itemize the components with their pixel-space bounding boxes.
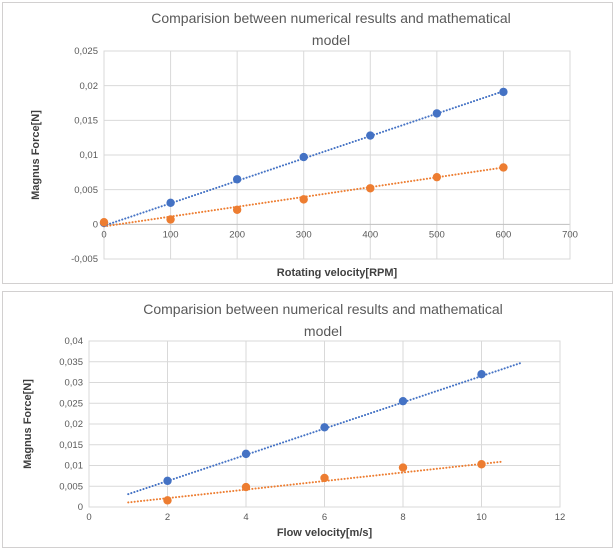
x-tick-label: 200 [229,229,245,240]
y-tick-label: 0,04 [65,336,84,347]
orange-series-data-point [241,482,251,492]
x-axis-title: Rotating velocity[RPM] [277,267,398,279]
orange-series-data-point [398,463,408,472]
rpm-chart-panel: Comparision between numerical results an… [2,2,613,284]
orange-series-data-point [477,460,486,469]
y-axis-title: Magnus Force[N] [30,110,42,200]
y-tick-label: 0,035 [59,357,83,368]
x-tick-label: 2 [165,512,170,523]
blue-series-data-point [366,131,375,140]
x-tick-label: 0 [101,229,106,240]
y-tick-label: 0,03 [65,378,84,389]
y-tick-label: -0,005 [71,254,98,265]
blue-series-data-point [477,370,486,379]
blue-series-data-point [499,87,508,97]
x-tick-label: 600 [495,229,511,240]
orange-series-trendline [127,460,503,504]
blue-series-data-point [320,423,329,432]
plot-border [103,50,571,260]
y-tick-label: 0,025 [59,398,83,409]
x-tick-label: 400 [362,229,378,240]
orange-series-data-point [232,205,242,214]
x-tick-label: 6 [322,512,327,523]
y-tick-label: 0,015 [74,116,98,127]
orange-series-data-point [163,496,172,505]
chart-title-line: Comparision between numerical results an… [143,301,503,317]
y-tick-label: 0,015 [59,440,83,451]
blue-series-trendline [127,361,522,496]
y-tick-label: 0 [93,220,98,231]
plot-border [88,340,561,508]
blue-series-data-point [299,152,308,162]
blue-series-data-point [241,449,251,459]
orange-series-data-point [432,172,442,182]
y-tick-label: 0,02 [80,81,99,92]
x-tick-label: 8 [400,512,405,523]
x-tick-label: 100 [163,229,179,240]
orange-series-data-point [299,195,308,204]
orange-series-data-point [166,215,175,224]
blue-series-data-point [166,198,175,208]
y-tick-label: 0,02 [65,419,84,430]
x-tick-label: 10 [476,512,487,523]
orange-series-data-point [320,473,329,483]
x-tick-label: 300 [296,229,312,240]
y-axis-title: Magnus Force[N] [22,379,34,469]
orange-series-data-point [366,184,375,193]
chart-title-line: model [304,323,342,339]
y-tick-label: 0,01 [65,461,84,472]
x-tick-label: 4 [243,512,248,523]
orange-series-data-point [499,163,508,172]
chart-title-line: Comparision between numerical results an… [151,10,511,26]
y-tick-label: 0,025 [74,46,98,57]
x-tick-label: 12 [555,512,566,523]
x-axis-title: Flow velocity[m/s] [277,527,373,539]
y-tick-label: 0,01 [80,150,99,161]
x-tick-label: 700 [562,229,578,240]
flow-scatter-chart: Comparision between numerical results an… [22,301,566,539]
flow-chart-panel: Comparision between numerical results an… [2,291,613,548]
chart-title-line: model [312,32,350,48]
y-tick-label: 0,005 [59,481,83,492]
x-tick-label: 500 [429,229,445,240]
y-tick-label: 0 [78,502,83,513]
orange-series-data-point [99,218,109,227]
blue-series-data-point [432,109,442,118]
blue-series-data-point [398,396,408,406]
blue-series-data-point [163,476,172,486]
x-tick-label: 0 [86,512,91,523]
y-tick-label: 0,005 [74,185,98,196]
rpm-scatter-chart: Comparision between numerical results an… [30,10,578,279]
blue-series-data-point [232,175,242,184]
